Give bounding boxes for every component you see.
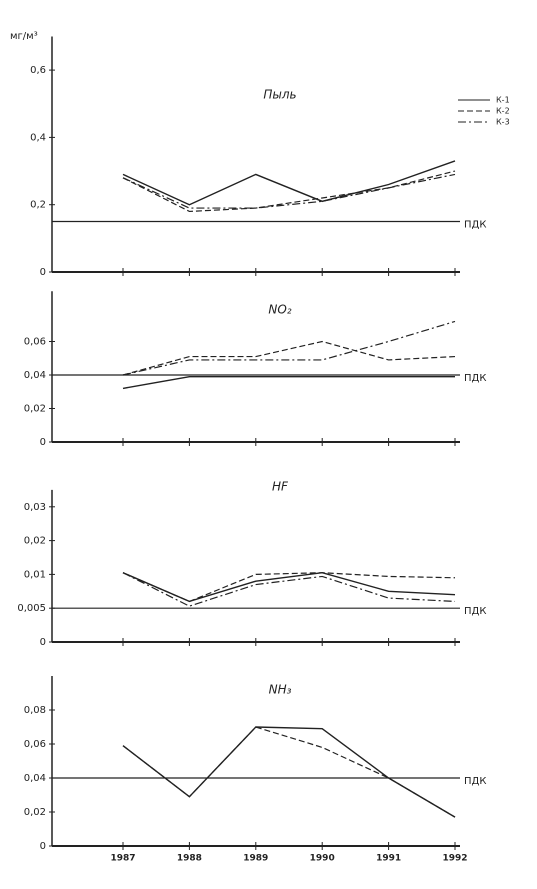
series-line <box>122 572 456 603</box>
panel-title: Пыль <box>263 88 296 102</box>
reference-label: ПДК <box>464 220 486 231</box>
y-tick-label: 0,4 <box>30 132 46 143</box>
panel-title: NH₃ <box>269 683 292 697</box>
series-line <box>122 170 456 213</box>
y-tick-label: 0,005 <box>17 603 46 614</box>
x-tick-label: 1991 <box>376 854 401 864</box>
y-tick-label: 0,08 <box>24 705 46 716</box>
y-tick-label: 0,03 <box>24 502 46 513</box>
y-tick-label: 0,01 <box>24 569 46 580</box>
y-tick-label: 0,02 <box>24 807 46 818</box>
y-axis-label: мг/м³ <box>10 31 38 42</box>
series-line <box>122 173 456 209</box>
y-tick-label: 0,06 <box>24 739 46 750</box>
legend-label: К-1 <box>496 96 510 105</box>
legend-label: К-2 <box>496 107 510 116</box>
series-line <box>122 375 455 390</box>
y-tick-label: 0,6 <box>30 65 46 76</box>
series-line <box>122 340 456 376</box>
y-tick-label: 0 <box>40 437 46 448</box>
panel-title: NO₂ <box>268 303 291 317</box>
series-line <box>122 160 456 206</box>
y-tick-label: 0 <box>40 267 46 278</box>
y-tick-label: 0 <box>40 841 46 852</box>
reference-label: ПДК <box>464 606 486 617</box>
y-tick-label: 0,2 <box>30 200 46 211</box>
y-tick-label: 0,04 <box>24 370 46 381</box>
y-tick-label: 0,04 <box>24 773 46 784</box>
y-tick-label: 0,02 <box>24 404 46 415</box>
reference-label: ПДК <box>464 373 486 384</box>
x-tick-label: 1989 <box>243 854 268 864</box>
y-tick-label: 0,06 <box>24 337 46 348</box>
panel-title: HF <box>272 480 289 494</box>
x-tick-label: 1987 <box>110 854 135 864</box>
y-tick-label: 0,02 <box>24 536 46 547</box>
series-line <box>122 572 456 607</box>
x-tick-label: 1990 <box>310 854 335 864</box>
series-line <box>122 320 456 376</box>
series-line <box>122 726 456 818</box>
y-tick-label: 0 <box>40 637 46 648</box>
series-line <box>122 726 456 818</box>
legend-label: К-3 <box>496 118 510 127</box>
reference-label: ПДК <box>464 776 486 787</box>
series-line <box>122 571 456 603</box>
x-tick-label: 1992 <box>442 854 467 864</box>
x-tick-label: 1988 <box>177 854 202 864</box>
